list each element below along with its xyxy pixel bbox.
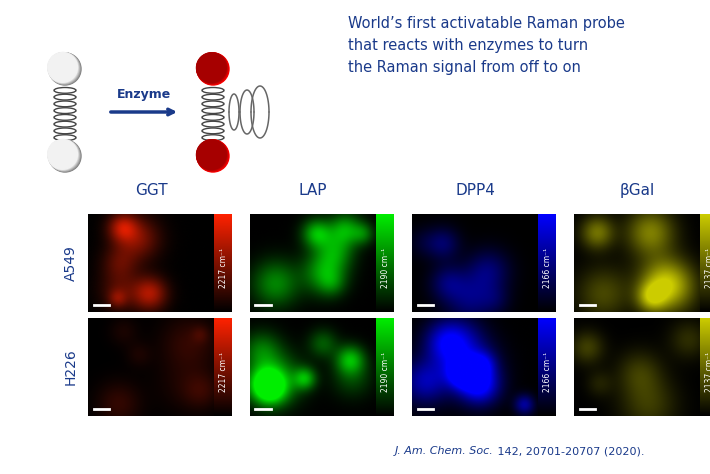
Circle shape [197,140,229,172]
Circle shape [197,140,227,170]
Text: 2190 cm⁻¹: 2190 cm⁻¹ [381,352,390,392]
Circle shape [48,140,78,170]
Circle shape [197,53,229,85]
Circle shape [48,53,80,84]
Circle shape [48,139,77,169]
Circle shape [197,140,229,172]
Text: 2217 cm⁻¹: 2217 cm⁻¹ [219,248,227,288]
Text: A549: A549 [64,245,78,281]
Circle shape [48,53,79,83]
Text: H226: H226 [64,348,78,385]
Text: Enzyme: Enzyme [117,88,171,101]
Text: βGal: βGal [619,183,655,198]
Text: LAP: LAP [299,183,327,198]
Circle shape [49,53,80,84]
Text: 2166 cm⁻¹: 2166 cm⁻¹ [542,352,552,392]
Circle shape [48,53,77,82]
Circle shape [49,140,81,172]
Text: that reacts with enzymes to turn: that reacts with enzymes to turn [348,38,588,53]
Circle shape [197,53,227,83]
Circle shape [49,140,80,172]
Text: 2217 cm⁻¹: 2217 cm⁻¹ [219,352,227,392]
Circle shape [197,140,228,171]
Text: 142, 20701-20707 (2020).: 142, 20701-20707 (2020). [494,446,645,456]
Circle shape [48,140,80,171]
Circle shape [197,53,226,82]
Text: the Raman signal from off to on: the Raman signal from off to on [348,60,581,75]
Text: 2190 cm⁻¹: 2190 cm⁻¹ [381,248,390,288]
Circle shape [197,140,226,170]
Text: World’s first activatable Raman probe: World’s first activatable Raman probe [348,16,625,31]
Text: 2166 cm⁻¹: 2166 cm⁻¹ [542,248,552,288]
Circle shape [197,53,229,84]
Text: GGT: GGT [135,183,168,198]
Circle shape [48,140,79,170]
Circle shape [49,53,81,85]
Text: J. Am. Chem. Soc.: J. Am. Chem. Soc. [395,446,493,456]
Text: 2137 cm⁻¹: 2137 cm⁻¹ [704,248,710,288]
Text: DPP4: DPP4 [455,183,495,198]
Text: 2137 cm⁻¹: 2137 cm⁻¹ [704,352,710,392]
Circle shape [197,53,228,84]
Circle shape [48,53,78,83]
